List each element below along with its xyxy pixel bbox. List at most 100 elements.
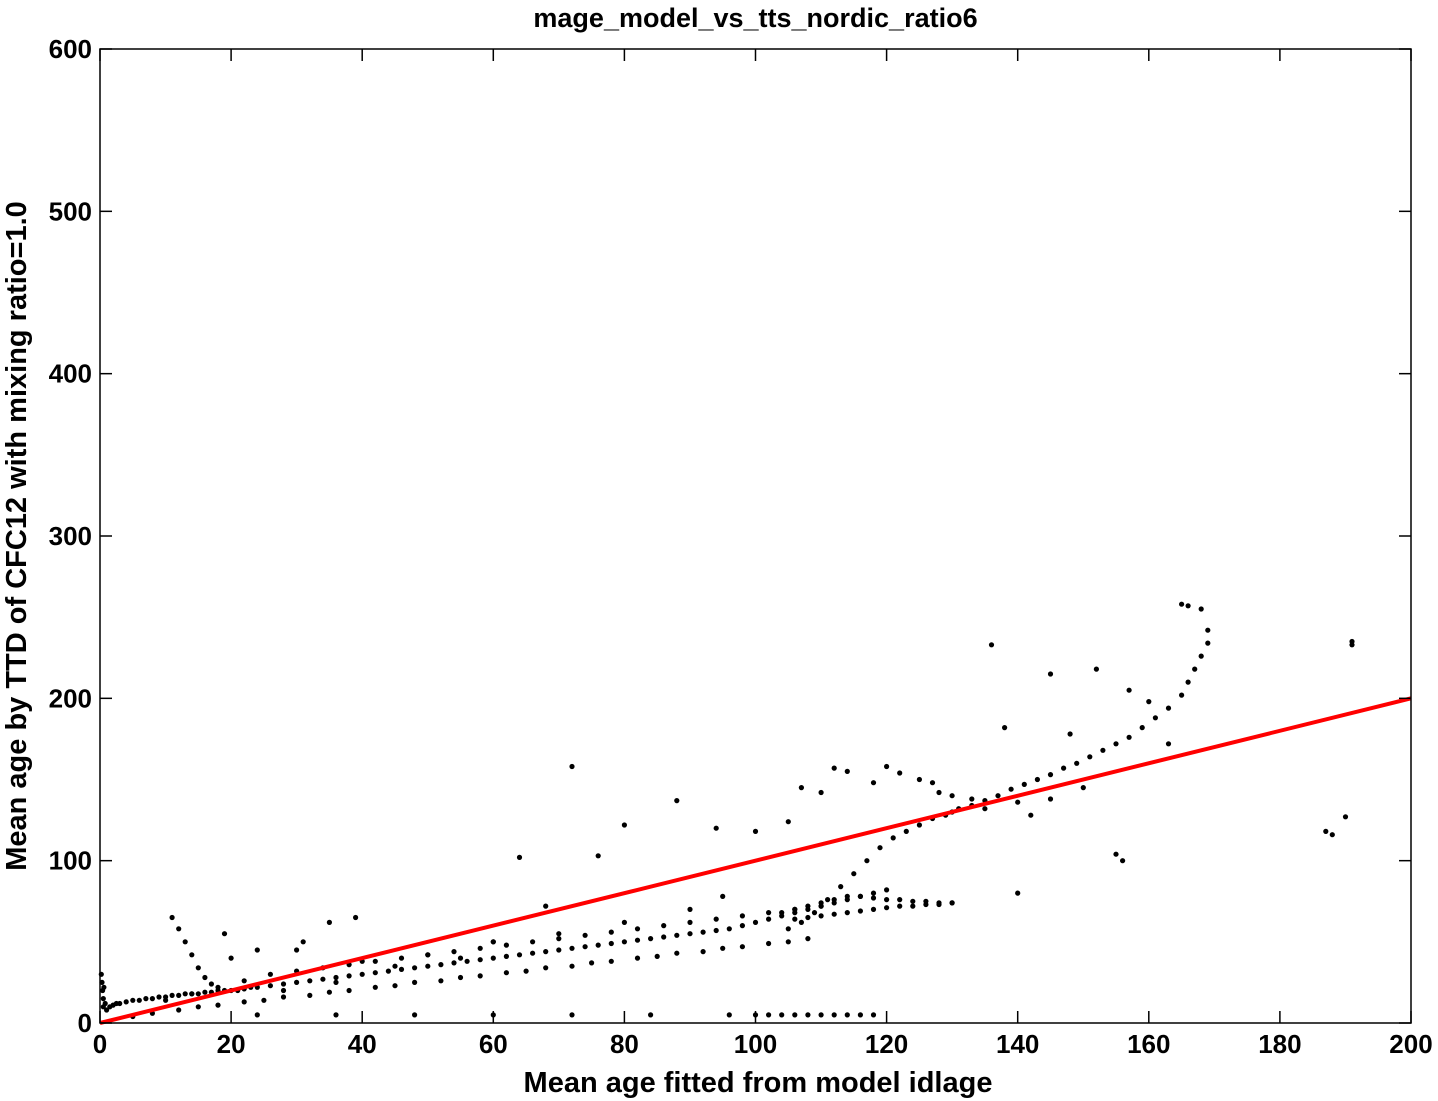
data-point [300, 939, 306, 945]
data-point [333, 974, 339, 981]
data-point [831, 911, 837, 917]
data-point [136, 997, 142, 1003]
y-tick-label: 500 [49, 196, 92, 226]
data-point [333, 1012, 339, 1018]
data-point [1113, 851, 1119, 857]
data-point [530, 950, 536, 956]
data-point [844, 768, 850, 775]
data-point [713, 916, 719, 922]
data-point [372, 970, 378, 976]
data-point [1152, 715, 1158, 721]
data-point [1100, 747, 1106, 753]
data-point [523, 968, 529, 974]
data-point [661, 934, 667, 940]
data-point [818, 913, 824, 919]
data-point [156, 994, 162, 1000]
data-point [182, 939, 188, 945]
data-point [392, 963, 398, 969]
chart-title: mage_model_vs_tts_nordic_ratio6 [533, 3, 977, 33]
data-point [1113, 741, 1119, 747]
data-point [988, 642, 995, 648]
data-point [385, 968, 391, 974]
data-point [870, 1012, 877, 1018]
data-point [1074, 760, 1080, 766]
data-point [1067, 731, 1073, 737]
data-point [608, 940, 614, 947]
y-tick-label: 0 [78, 1008, 92, 1038]
data-point [182, 991, 188, 997]
y-tick-label: 400 [49, 359, 92, 389]
data-point [870, 780, 877, 786]
data-point [1198, 653, 1204, 659]
data-point [1047, 772, 1054, 778]
data-point [333, 979, 339, 986]
data-point [805, 1012, 811, 1018]
data-point [261, 997, 267, 1003]
data-point [654, 953, 660, 960]
data-point [857, 893, 864, 900]
data-point [674, 950, 680, 956]
data-point [1080, 785, 1086, 791]
axis-ticks: 0 20 40 60 80 100 120 140 160 180 200 0 100 200 300 400… [49, 34, 1433, 1059]
data-point [897, 770, 903, 776]
data-point [359, 971, 365, 977]
data-point [739, 944, 746, 950]
reference-line-layer [99, 696, 1412, 1025]
data-point [280, 987, 287, 994]
data-point [825, 897, 831, 903]
data-point [1028, 812, 1034, 818]
data-point [713, 825, 719, 831]
data-point [1008, 786, 1014, 792]
data-point [1139, 725, 1145, 731]
data-point [202, 974, 208, 981]
data-point [1165, 705, 1172, 711]
data-point [739, 913, 746, 919]
data-point [916, 776, 923, 783]
data-point [195, 1004, 201, 1010]
data-point [897, 897, 903, 903]
data-point [785, 819, 791, 825]
data-point [792, 916, 798, 922]
data-point [490, 939, 496, 945]
data-point [890, 835, 896, 841]
data-point [903, 828, 909, 835]
data-point [195, 965, 201, 971]
data-point [569, 963, 575, 969]
y-tick-label: 200 [49, 683, 92, 713]
data-point [687, 906, 693, 913]
x-tick-label: 20 [217, 1029, 246, 1059]
data-point [254, 1012, 260, 1018]
data-point [897, 903, 903, 909]
data-point [1165, 741, 1172, 747]
data-point [969, 796, 975, 802]
data-point [516, 854, 523, 861]
data-point [877, 845, 883, 851]
data-point [392, 983, 398, 989]
data-point [870, 890, 877, 896]
data-point [674, 932, 680, 938]
data-point [503, 953, 509, 960]
data-point [169, 992, 175, 999]
data-point [254, 947, 260, 953]
data-point [595, 942, 601, 948]
data-point [294, 947, 300, 953]
data-point [372, 958, 378, 964]
data-point [818, 900, 824, 906]
data-point [543, 903, 549, 909]
data-point [766, 916, 772, 922]
data-point [543, 949, 549, 955]
data-point [851, 871, 857, 877]
data-point [1192, 666, 1198, 672]
data-point [1179, 601, 1185, 607]
data-point [766, 1012, 772, 1018]
reference-line [99, 696, 1412, 1025]
data-point [412, 965, 418, 971]
data-point [910, 898, 916, 904]
data-point [910, 903, 916, 909]
data-point [1093, 666, 1099, 672]
data-point [844, 1012, 850, 1018]
data-point [857, 908, 864, 914]
data-point [215, 1002, 221, 1008]
data-point [1179, 692, 1185, 698]
data-point [267, 983, 273, 989]
